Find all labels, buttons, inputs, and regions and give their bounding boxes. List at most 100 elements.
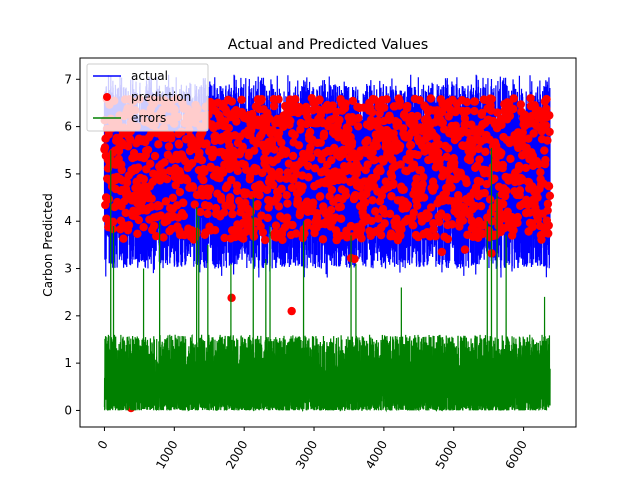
prediction-point bbox=[350, 254, 359, 264]
prediction-point bbox=[462, 178, 471, 188]
prediction-point bbox=[253, 199, 262, 209]
prediction-point bbox=[462, 106, 472, 116]
prediction-point bbox=[260, 235, 270, 245]
prediction-point bbox=[537, 235, 546, 244]
prediction-point bbox=[443, 144, 453, 153]
prediction-point bbox=[196, 207, 205, 217]
prediction-point bbox=[237, 95, 246, 104]
prediction-point bbox=[393, 118, 403, 128]
prediction-point bbox=[376, 230, 386, 240]
prediction-point bbox=[516, 100, 526, 109]
prediction-point bbox=[484, 169, 493, 178]
prediction-point bbox=[199, 175, 208, 185]
prediction-point bbox=[281, 147, 291, 156]
prediction-point bbox=[481, 147, 490, 156]
series-errors-line bbox=[103, 147, 551, 413]
y-tick-label: 0 bbox=[64, 403, 72, 417]
prediction-point bbox=[335, 115, 344, 125]
legend: actual prediction errors bbox=[86, 63, 209, 132]
legend-box bbox=[86, 63, 209, 132]
prediction-point bbox=[313, 148, 322, 158]
prediction-point bbox=[409, 221, 418, 230]
prediction-point bbox=[123, 188, 132, 198]
prediction-point bbox=[226, 193, 235, 202]
prediction-point bbox=[255, 191, 264, 200]
prediction-point bbox=[283, 213, 292, 222]
prediction-point bbox=[393, 235, 403, 245]
prediction-point bbox=[479, 220, 488, 230]
prediction-point bbox=[375, 108, 384, 118]
prediction-point bbox=[347, 138, 357, 147]
prediction-point bbox=[232, 186, 242, 196]
prediction-point bbox=[509, 94, 519, 103]
prediction-point bbox=[380, 219, 389, 228]
prediction-point bbox=[160, 158, 169, 167]
prediction-point bbox=[377, 191, 387, 200]
prediction-point bbox=[458, 216, 468, 225]
prediction-point bbox=[367, 108, 377, 117]
prediction-point bbox=[319, 129, 329, 138]
prediction-point bbox=[316, 110, 326, 120]
prediction-point bbox=[395, 97, 405, 107]
prediction-point bbox=[304, 173, 313, 182]
prediction-point bbox=[114, 146, 124, 156]
prediction-point bbox=[344, 125, 353, 134]
prediction-point bbox=[442, 152, 451, 162]
prediction-point bbox=[336, 214, 346, 223]
prediction-point bbox=[426, 94, 436, 103]
prediction-point bbox=[387, 192, 396, 201]
prediction-point bbox=[475, 155, 484, 164]
prediction-point bbox=[373, 116, 383, 126]
prediction-point bbox=[269, 180, 278, 190]
prediction-point bbox=[274, 95, 283, 104]
prediction-point bbox=[121, 208, 130, 218]
prediction-point bbox=[264, 203, 273, 212]
prediction-point bbox=[248, 109, 257, 119]
prediction-point bbox=[151, 231, 161, 241]
prediction-point bbox=[376, 166, 385, 176]
prediction-point bbox=[536, 168, 545, 177]
prediction-point bbox=[543, 206, 552, 215]
prediction-point bbox=[397, 225, 406, 234]
prediction-point bbox=[485, 195, 495, 204]
prediction-point bbox=[506, 154, 515, 164]
prediction-point bbox=[217, 195, 226, 204]
prediction-point bbox=[341, 191, 351, 200]
prediction-point bbox=[429, 224, 438, 234]
prediction-point bbox=[435, 155, 445, 164]
prediction-point bbox=[134, 215, 144, 225]
prediction-point bbox=[146, 159, 155, 168]
prediction-point bbox=[143, 145, 153, 155]
prediction-point bbox=[273, 191, 283, 200]
prediction-point bbox=[434, 140, 444, 149]
prediction-point bbox=[252, 164, 261, 174]
prediction-point bbox=[341, 99, 350, 108]
prediction-point bbox=[431, 232, 440, 241]
prediction-point bbox=[336, 231, 345, 241]
prediction-point bbox=[544, 229, 553, 238]
prediction-point bbox=[413, 111, 422, 121]
prediction-point bbox=[275, 174, 285, 183]
prediction-point bbox=[480, 188, 489, 198]
prediction-point bbox=[474, 144, 483, 154]
prediction-point bbox=[327, 185, 337, 195]
prediction-point bbox=[533, 215, 543, 224]
prediction-point bbox=[179, 211, 189, 221]
prediction-point bbox=[327, 155, 336, 165]
prediction-point bbox=[409, 160, 419, 169]
prediction-point bbox=[545, 191, 555, 200]
prediction-point bbox=[227, 175, 236, 185]
prediction-point bbox=[509, 104, 518, 114]
prediction-point bbox=[258, 228, 268, 237]
prediction-point bbox=[526, 94, 535, 103]
prediction-point bbox=[150, 151, 160, 161]
prediction-point bbox=[188, 135, 197, 145]
prediction-point bbox=[179, 198, 188, 208]
prediction-point bbox=[447, 183, 456, 192]
prediction-point bbox=[385, 113, 394, 122]
prediction-point bbox=[182, 176, 192, 185]
prediction-point bbox=[250, 146, 259, 155]
prediction-point bbox=[354, 113, 363, 123]
prediction-point bbox=[476, 201, 486, 211]
prediction-point bbox=[540, 146, 549, 155]
